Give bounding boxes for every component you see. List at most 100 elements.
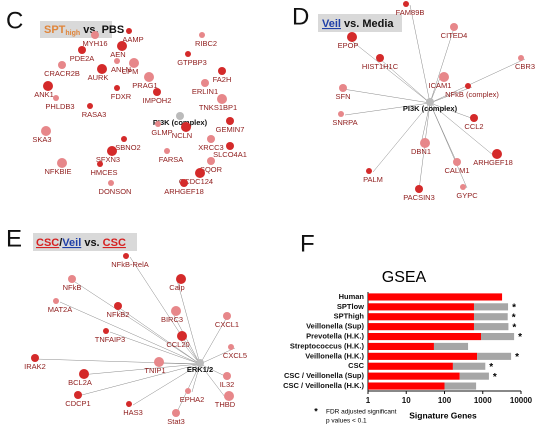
node-label: SKA3 bbox=[32, 135, 51, 144]
node bbox=[460, 184, 466, 190]
node bbox=[108, 180, 114, 186]
node bbox=[492, 149, 502, 159]
node-label: HIST1H1C bbox=[362, 62, 399, 71]
node bbox=[339, 84, 347, 92]
node-label: SNRPA bbox=[332, 118, 357, 127]
node bbox=[97, 64, 107, 74]
significance-star: * bbox=[493, 372, 497, 383]
node-label: FARSA bbox=[159, 155, 184, 164]
node bbox=[224, 391, 234, 401]
node bbox=[123, 253, 129, 259]
node-label: GTPBP3 bbox=[177, 58, 207, 67]
node bbox=[185, 388, 191, 394]
bar bbox=[368, 372, 460, 380]
node bbox=[126, 401, 132, 407]
node-label: CCL2 bbox=[464, 122, 483, 131]
edge bbox=[429, 58, 526, 104]
node bbox=[171, 306, 181, 316]
y-tick-label: Prevotella (H.K.) bbox=[306, 332, 364, 341]
bar bbox=[368, 313, 474, 321]
node bbox=[217, 94, 227, 104]
node-label: HMCES bbox=[90, 168, 117, 177]
edge bbox=[77, 363, 201, 397]
x-tick-label: 100 bbox=[438, 396, 452, 405]
node-label: ARHGEF18 bbox=[473, 158, 513, 167]
node-label: NFkB bbox=[63, 283, 82, 292]
node bbox=[107, 146, 117, 156]
node-label: SLCO4A1 bbox=[213, 150, 247, 159]
node bbox=[117, 41, 127, 51]
panel-title: Veil vs. Media bbox=[322, 18, 394, 30]
hub-node bbox=[196, 359, 204, 367]
x-tick-label: 1000 bbox=[474, 396, 492, 405]
y-tick-label: Streptococcus (H.K.) bbox=[290, 341, 365, 350]
node-label: EPHA2 bbox=[180, 395, 205, 404]
node-label: SQOR bbox=[200, 165, 223, 174]
node-label: RASA3 bbox=[82, 110, 107, 119]
edge bbox=[199, 316, 228, 365]
x-tick-label: 10 bbox=[402, 396, 411, 405]
node bbox=[420, 138, 430, 148]
node-label: MAT2A bbox=[48, 305, 72, 314]
node bbox=[103, 328, 109, 334]
edge bbox=[71, 279, 201, 365]
node bbox=[207, 135, 215, 143]
node bbox=[144, 72, 154, 82]
footnote: FDR adjusted significant bbox=[326, 409, 397, 416]
node bbox=[129, 58, 139, 68]
node-label: GEMIN7 bbox=[216, 125, 245, 134]
node-label: HAS3 bbox=[123, 408, 143, 417]
node-label: PI3K (complex) bbox=[403, 104, 458, 113]
node bbox=[126, 28, 132, 34]
node bbox=[465, 83, 471, 89]
title-box bbox=[33, 233, 137, 251]
node-label: TNIP1 bbox=[144, 366, 165, 375]
edge bbox=[342, 88, 431, 104]
node-label: IRAK2 bbox=[24, 362, 46, 371]
node-label: CCDC124 bbox=[179, 177, 213, 186]
bar bbox=[368, 303, 474, 311]
node-label: PALM bbox=[363, 175, 383, 184]
node bbox=[228, 344, 234, 350]
edge bbox=[177, 336, 201, 365]
node bbox=[114, 302, 122, 310]
x-tick-label: 1 bbox=[366, 396, 371, 405]
node-label: AEN bbox=[110, 50, 125, 59]
bar bbox=[459, 372, 489, 380]
hub-node bbox=[176, 112, 184, 120]
edge bbox=[429, 102, 468, 189]
node-label: THBD bbox=[215, 400, 236, 409]
edge bbox=[117, 306, 201, 365]
significance-star: * bbox=[512, 312, 516, 323]
x-tick-label: 10000 bbox=[510, 396, 533, 405]
node bbox=[453, 158, 461, 166]
node bbox=[121, 136, 127, 142]
edge bbox=[409, 4, 431, 104]
node-label: CITED4 bbox=[441, 31, 468, 40]
node bbox=[181, 122, 191, 132]
node-label: DBN1 bbox=[411, 147, 431, 156]
bar bbox=[368, 323, 474, 331]
edge bbox=[176, 279, 201, 365]
significance-star: * bbox=[512, 322, 516, 333]
node-label: Calp bbox=[169, 283, 184, 292]
node bbox=[180, 179, 188, 187]
node bbox=[68, 275, 76, 283]
node-label: CXCL1 bbox=[215, 320, 239, 329]
edge bbox=[379, 58, 431, 104]
node bbox=[91, 31, 99, 39]
node bbox=[43, 81, 53, 91]
node-label: ERLIN1 bbox=[192, 87, 218, 96]
y-tick-label: Veillonella (H.K.) bbox=[305, 351, 364, 360]
bar bbox=[473, 313, 508, 321]
node-label: NFkB-RelA bbox=[111, 260, 149, 269]
node-label: CCL20 bbox=[166, 340, 189, 349]
bar bbox=[368, 332, 481, 341]
node bbox=[164, 148, 170, 154]
node-label: PRAG1 bbox=[132, 81, 157, 90]
bar bbox=[368, 352, 478, 360]
bar bbox=[444, 382, 477, 390]
edge bbox=[344, 102, 431, 116]
footnote: p values < 0.1 bbox=[326, 418, 367, 425]
node bbox=[415, 185, 423, 193]
